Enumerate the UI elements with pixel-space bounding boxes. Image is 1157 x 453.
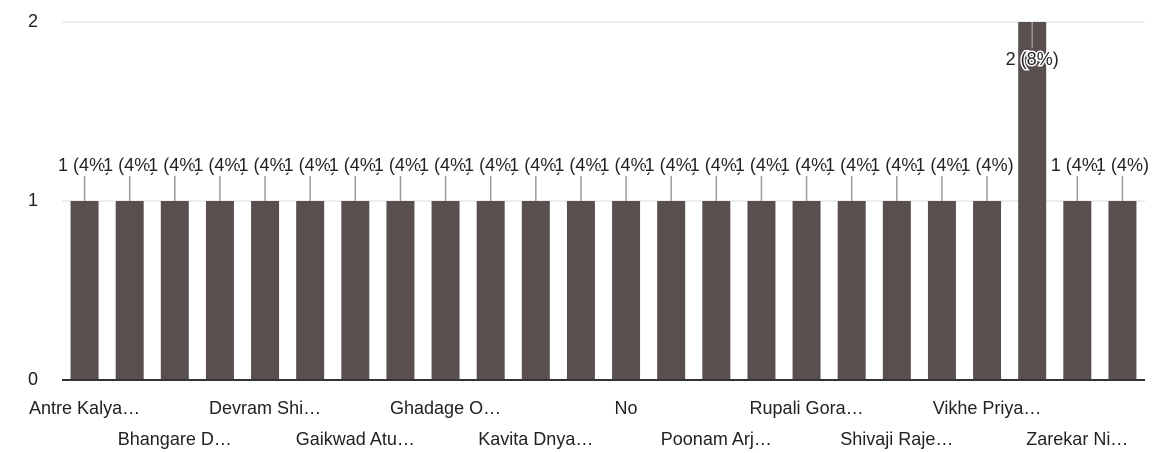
bar <box>431 201 460 380</box>
y-tick-label: 2 <box>28 11 38 31</box>
x-tick-label: No <box>615 398 638 418</box>
bar <box>115 201 144 380</box>
bar <box>973 201 1002 380</box>
bar <box>296 201 325 380</box>
data-label: 1 (4%) <box>419 155 472 175</box>
x-tick-label: Shivaji Raje… <box>840 429 953 449</box>
bar <box>927 201 956 380</box>
data-label: 1 (4%) <box>374 155 427 175</box>
data-label: 1 (4%) <box>600 155 653 175</box>
bar <box>386 201 415 380</box>
x-tick-label: Kavita Dnya… <box>478 429 593 449</box>
data-label: 1 (4%) <box>1096 155 1149 175</box>
data-label: 1 (4%) <box>735 155 788 175</box>
bar <box>205 201 234 380</box>
x-tick-label: Poonam Arj… <box>661 429 772 449</box>
data-label: 1 (4%) <box>193 155 246 175</box>
bar <box>792 201 821 380</box>
bar <box>160 201 189 380</box>
data-label: 1 (4%) <box>239 155 292 175</box>
x-tick-label: Bhangare D… <box>118 429 232 449</box>
bar <box>1063 201 1092 380</box>
data-label: 1 (4%) <box>464 155 517 175</box>
data-label: 1 (4%) <box>103 155 156 175</box>
x-tick-label: Antre Kalya… <box>29 398 140 418</box>
data-label: 1 (4%) <box>148 155 201 175</box>
data-label: 1 (4%) <box>645 155 698 175</box>
bar <box>882 201 911 380</box>
x-tick-label: Rupali Gora… <box>750 398 864 418</box>
x-tick-label: Vikhe Priya… <box>933 398 1042 418</box>
bar <box>521 201 550 380</box>
bar <box>837 201 866 380</box>
bar <box>476 201 505 380</box>
bar <box>70 201 99 380</box>
bar <box>1018 22 1047 380</box>
bar <box>612 201 641 380</box>
bar <box>657 201 686 380</box>
data-label: 1 (4%) <box>509 155 562 175</box>
data-label: 1 (4%) <box>554 155 607 175</box>
bar <box>1108 201 1137 380</box>
x-tick-label: Ghadage O… <box>390 398 501 418</box>
data-label: 2 (8%) <box>1006 49 1059 69</box>
y-tick-label: 1 <box>28 190 38 210</box>
data-label: 1 (4%) <box>284 155 337 175</box>
x-tick-label: Zarekar Ni… <box>1026 429 1128 449</box>
bar <box>566 201 595 380</box>
data-label: 1 (4%) <box>58 155 111 175</box>
data-label: 1 (4%) <box>961 155 1014 175</box>
bar <box>747 201 776 380</box>
bar <box>251 201 280 380</box>
data-label: 1 (4%) <box>329 155 382 175</box>
x-tick-label: Gaikwad Atu… <box>296 429 415 449</box>
y-tick-label: 0 <box>28 369 38 389</box>
x-tick-label: Devram Shi… <box>209 398 321 418</box>
data-label: 1 (4%) <box>825 155 878 175</box>
data-label: 1 (4%) <box>780 155 833 175</box>
data-label: 1 (4%) <box>1051 155 1104 175</box>
bar <box>702 201 731 380</box>
data-label: 1 (4%) <box>915 155 968 175</box>
bar <box>341 201 370 380</box>
data-label: 1 (4%) <box>870 155 923 175</box>
data-label: 1 (4%) <box>690 155 743 175</box>
